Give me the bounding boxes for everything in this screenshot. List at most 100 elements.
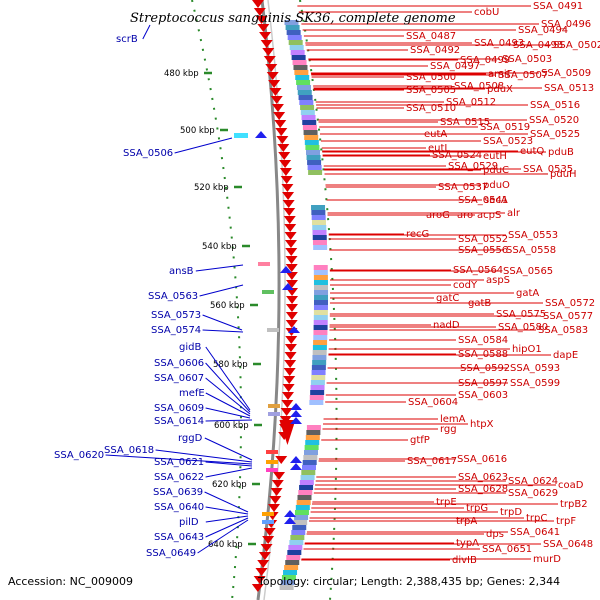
cog-block (309, 395, 324, 400)
forward-gene-arrow (263, 528, 276, 536)
forward-gene-label: dapE (553, 350, 578, 361)
cog-block (285, 25, 300, 30)
forward-gene-arrow (259, 32, 272, 40)
forward-gene-arrow (282, 384, 295, 392)
forward-gene-label: eutH (483, 151, 507, 162)
cog-block (305, 435, 320, 440)
kbp-label: 580 kbp (213, 360, 248, 370)
reverse-gene-label: SSA_0574 (151, 325, 201, 336)
forward-gene-label: SSA_0583 (538, 325, 588, 336)
forward-gene-arrow (285, 264, 298, 272)
forward-gene-arrow (283, 368, 296, 376)
cog-block (311, 215, 326, 220)
forward-gene-label: SSA_0577 (543, 311, 593, 322)
forward-gene-arrow (282, 192, 295, 200)
reverse-gene-label: SSA_0614 (154, 416, 204, 427)
cog-block (305, 145, 320, 150)
forward-gene-label: SSA_0491 (533, 1, 583, 12)
reverse-leader-line (205, 377, 251, 415)
forward-gene-label: SSA_0593 (510, 363, 560, 374)
forward-gene-label: aroG (426, 210, 450, 221)
forward-gene-label: eutL (428, 143, 450, 154)
reverse-gene-label: SSA_0620 (54, 450, 104, 461)
forward-gene-arrow (270, 488, 283, 496)
forward-gene-label: aro (457, 210, 473, 221)
forward-gene-label: alr (507, 208, 521, 219)
forward-gene-arrow (271, 480, 284, 488)
reverse-leader-line (205, 461, 253, 467)
reverse-gene-label: rggD (178, 433, 203, 444)
forward-gene-label: secA (484, 195, 508, 206)
reverse-gene-arrow (290, 410, 302, 417)
cog-block (312, 345, 327, 350)
forward-gene-arrow (284, 360, 297, 368)
cog-block (306, 155, 321, 160)
forward-gene-arrow (273, 472, 286, 480)
forward-gene-arrow (266, 72, 279, 80)
cog-block (312, 235, 327, 240)
reverse-gene-arrow (288, 326, 300, 333)
forward-gene-label: SSA_0584 (458, 335, 508, 346)
reverse-gene-arrow (290, 456, 302, 463)
forward-gene-arrow (265, 64, 278, 72)
cog-block (296, 500, 311, 505)
cog-block (312, 360, 327, 365)
cog-block (302, 460, 317, 465)
cog-block (312, 225, 327, 230)
cog-block (289, 540, 304, 545)
reverse-gene-label: SSA_0573 (151, 310, 201, 321)
cog-block (288, 545, 303, 550)
cog-block (313, 245, 328, 250)
forward-gene-label: SSA_0558 (506, 245, 556, 256)
forward-gene-label: gatA (516, 288, 539, 299)
cog-block (312, 350, 327, 355)
forward-gene-arrow (285, 248, 298, 256)
forward-gene-label: SSA_0651 (482, 544, 532, 555)
forward-gene-label: SSA_0641 (510, 527, 560, 538)
forward-gene-label: trpD (500, 507, 522, 518)
forward-gene-label: acpS (477, 210, 501, 221)
cog-block (262, 520, 274, 524)
forward-gene-arrow (260, 544, 273, 552)
cog-block (301, 470, 316, 475)
reverse-gene-label: mefE (179, 388, 205, 399)
cog-block (296, 80, 311, 85)
reverse-leader-line (205, 346, 251, 411)
cog-block (314, 285, 329, 290)
cog-block (266, 450, 278, 454)
cog-block (286, 555, 301, 560)
reverse-gene-label: SSA_0643 (154, 532, 204, 543)
cog-block (311, 210, 326, 215)
kbp-label: 520 kbp (194, 183, 229, 193)
forward-gene-arrow (280, 176, 293, 184)
forward-gene-arrow (279, 420, 296, 445)
cog-block (313, 320, 328, 325)
forward-gene-label: SSA_0500 (406, 72, 456, 83)
forward-gene-label: aspS (486, 275, 510, 286)
forward-gene-label: SSA_0502 (553, 40, 600, 51)
forward-gene-arrow (275, 128, 288, 136)
forward-gene-arrow (274, 120, 287, 128)
forward-gene-arrow (284, 240, 297, 248)
reverse-gene-arrow (290, 417, 302, 424)
forward-gene-label: SSA_0510 (406, 103, 456, 114)
cog-block (304, 140, 319, 145)
forward-gene-label: SSA_0572 (545, 298, 595, 309)
kbp-label: 640 kbp (208, 540, 243, 550)
reverse-leader-line (197, 519, 249, 554)
forward-gene-label: pduO (483, 180, 510, 191)
cog-block (312, 230, 327, 235)
forward-gene-arrow (285, 272, 298, 280)
reverse-gene-label: SSA_0506 (123, 148, 173, 159)
forward-gene-label: SSA_0535 (523, 164, 573, 175)
kbp-label: 600 kbp (214, 421, 249, 431)
forward-gene-arrow (278, 152, 291, 160)
forward-gene-label: SSA_0516 (530, 100, 580, 111)
cog-block (306, 430, 321, 435)
forward-gene-label: SSA_0564 (453, 265, 503, 276)
reverse-gene-label: SSA_0606 (154, 358, 204, 369)
cog-block (279, 585, 294, 590)
cog-block (266, 468, 278, 472)
reverse-gene-arrow (255, 131, 267, 138)
